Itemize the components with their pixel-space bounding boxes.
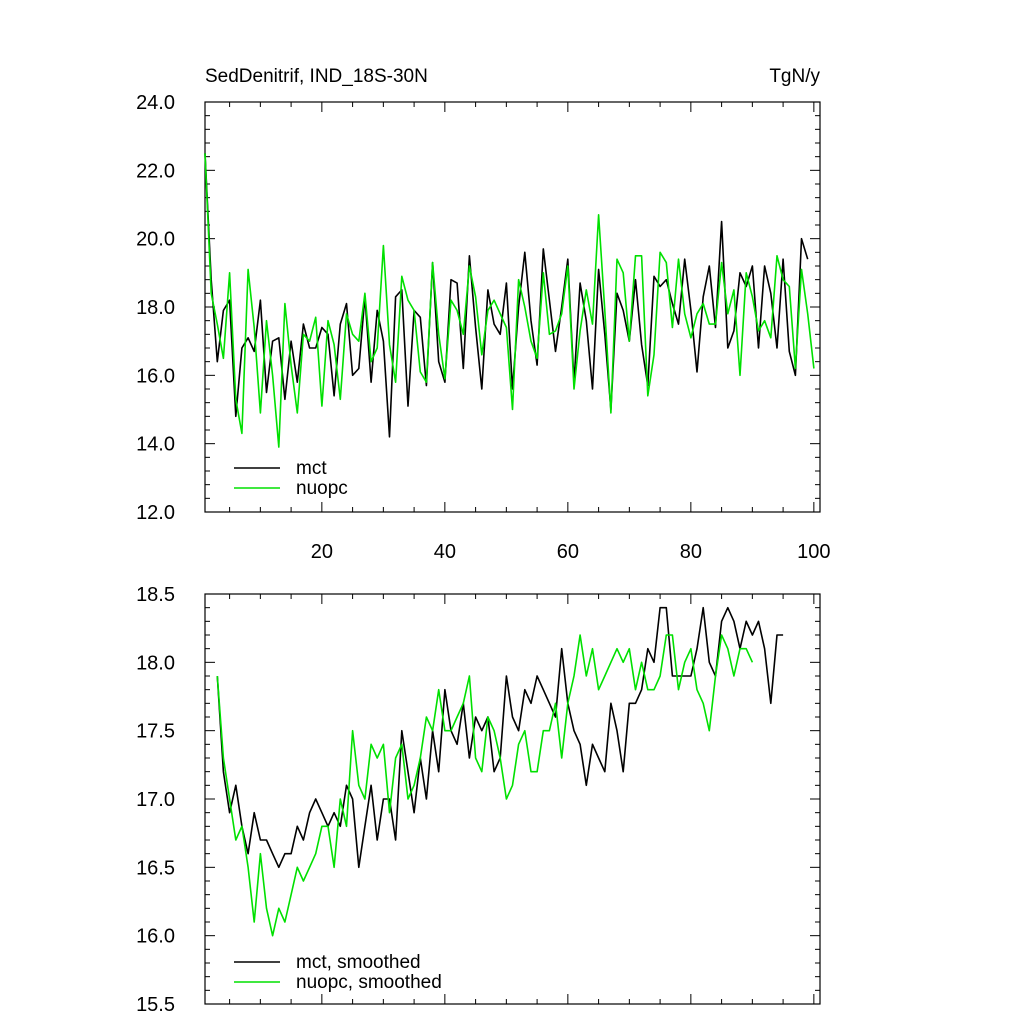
x-tick-label: 20 bbox=[311, 541, 333, 563]
legend-label: nuopc bbox=[296, 478, 348, 499]
y-tick-label: 18.0 bbox=[136, 652, 175, 674]
axis-ticks-bottom: 15.5 16.0 16.5 17.0 17.5 18.0 18.5 bbox=[136, 584, 820, 1016]
x-tick-label: 100 bbox=[797, 541, 830, 563]
y-tick-label: 17.0 bbox=[136, 789, 175, 811]
legend-label: mct bbox=[296, 458, 327, 479]
y-tick-label: 20.0 bbox=[136, 229, 175, 251]
y-tick-label: 17.5 bbox=[136, 721, 175, 743]
axis-ticks-top: 12.0 14.0 16.0 18.0 20.0 22.0 24.0 20 40 60 80 100 bbox=[136, 92, 830, 563]
y-tick-label: 16.5 bbox=[136, 857, 175, 879]
chart-title: SedDenitrif, IND_18S-30N bbox=[205, 66, 428, 87]
series-lines-bottom bbox=[216, 606, 784, 937]
y-tick-label: 18.5 bbox=[136, 584, 175, 606]
series-line-mct bbox=[204, 153, 809, 438]
y-tick-label: 24.0 bbox=[136, 92, 175, 114]
series-line-mct-smoothed bbox=[216, 606, 784, 869]
x-tick-label: 60 bbox=[557, 541, 579, 563]
y-tick-label: 22.0 bbox=[136, 160, 175, 182]
y-tick-label: 16.0 bbox=[136, 926, 175, 948]
bottom-panel: 15.5 16.0 16.5 17.0 17.5 18.0 18.5 mct, smooth… bbox=[136, 584, 821, 1016]
y-tick-label: 15.5 bbox=[136, 994, 175, 1016]
x-tick-label: 40 bbox=[434, 541, 456, 563]
plot-frame-bottom bbox=[204, 593, 821, 1005]
y-tick-label: 12.0 bbox=[136, 502, 175, 524]
units-label: TgN/y bbox=[769, 66, 820, 87]
y-tick-label: 16.0 bbox=[136, 365, 175, 387]
y-tick-label: 14.0 bbox=[136, 434, 175, 456]
y-tick-label: 18.0 bbox=[136, 297, 175, 319]
legend-label: nuopc, smoothed bbox=[296, 972, 442, 993]
series-lines-top bbox=[204, 153, 815, 448]
series-line-nuopc-smoothed bbox=[216, 634, 754, 937]
legend-label: mct, smoothed bbox=[296, 952, 421, 973]
x-tick-label: 80 bbox=[680, 541, 702, 563]
series-line-nuopc bbox=[204, 153, 815, 448]
top-panel: SedDenitrif, IND_18S-30N TgN/y 12.014.01… bbox=[136, 66, 830, 563]
